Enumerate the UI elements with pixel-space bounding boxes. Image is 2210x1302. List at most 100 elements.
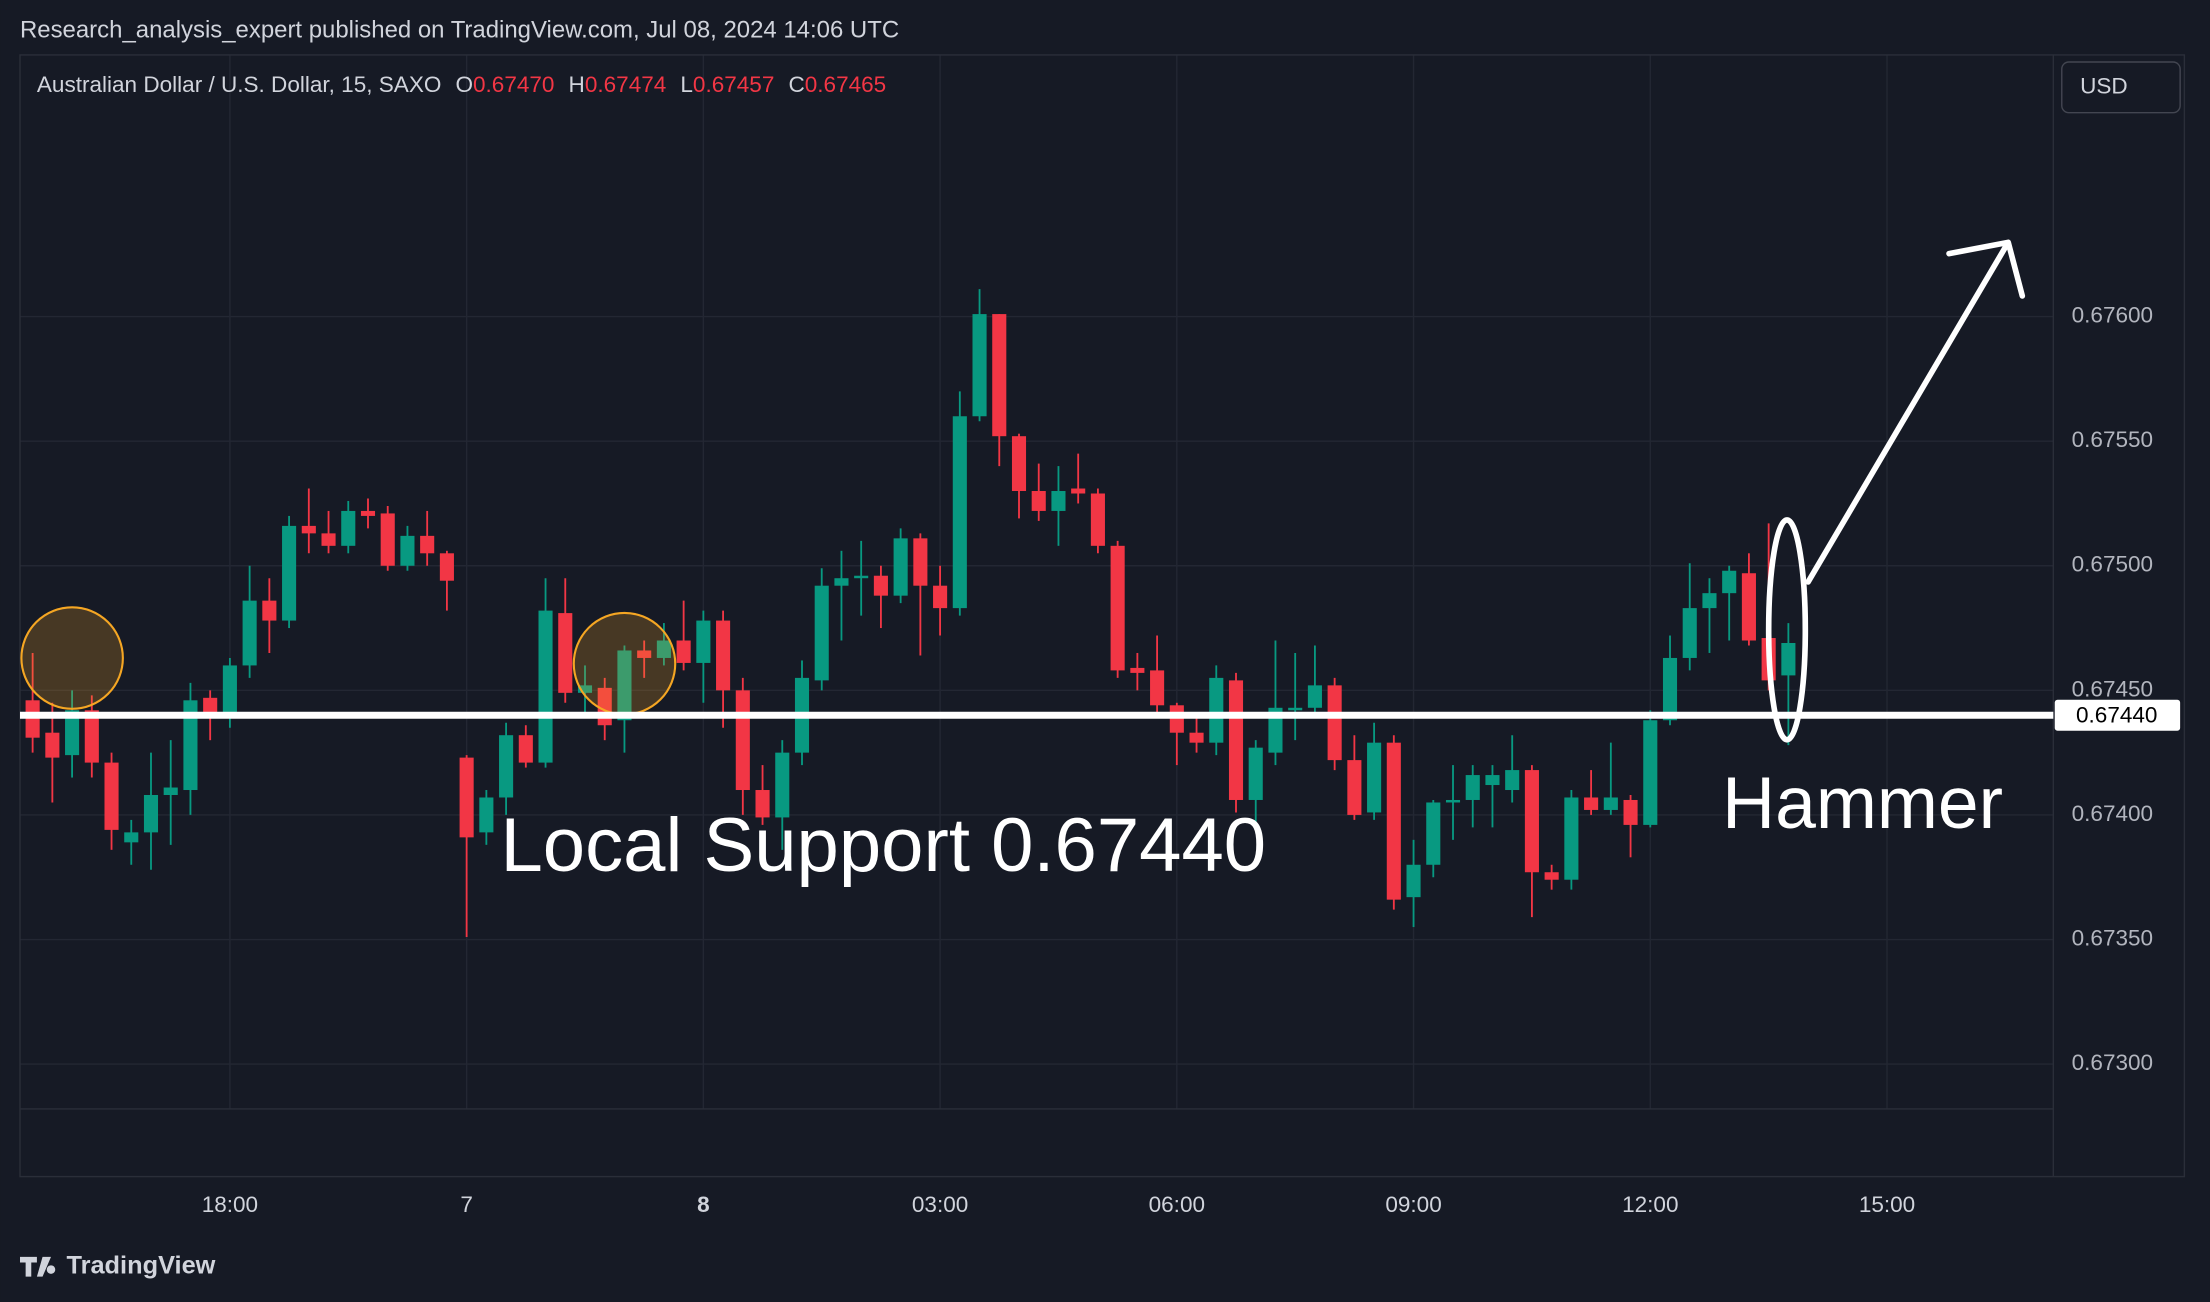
ohlc-label: C	[788, 72, 804, 97]
candle-body	[1623, 799, 1638, 825]
candle-body	[1386, 742, 1401, 900]
candle-body	[1071, 488, 1086, 494]
candle-body	[1248, 747, 1263, 800]
candle-body	[952, 416, 967, 609]
x-tick-label: 09:00	[1385, 1192, 1441, 1217]
candle-body	[518, 735, 533, 763]
y-tick-label: 0.67500	[2072, 552, 2153, 577]
ohlc-label: L	[680, 72, 693, 97]
candle-body	[25, 700, 40, 738]
candle-body	[1051, 491, 1066, 511]
candle-body	[84, 710, 99, 763]
candle-body	[163, 787, 178, 795]
candle-body	[301, 525, 316, 534]
candle-body	[242, 600, 257, 666]
y-tick-label: 0.67350	[2072, 925, 2153, 950]
candle-body	[1781, 643, 1796, 676]
grid-layer	[20, 54, 2054, 1109]
candle-body	[873, 575, 888, 596]
x-tick-label: 15:00	[1859, 1192, 1915, 1217]
candle-body	[1643, 720, 1658, 825]
ohlc-value: 0.67465	[805, 72, 886, 97]
candle-body	[972, 314, 987, 417]
candle-body	[1406, 864, 1421, 898]
candle-body	[577, 685, 593, 693]
candle-body	[1347, 760, 1362, 815]
candle-body	[439, 553, 454, 581]
candle-body	[617, 650, 632, 721]
highlight-circle	[572, 611, 677, 716]
candle-body	[124, 832, 139, 843]
currency-button[interactable]	[2061, 61, 2181, 114]
candle-body	[1189, 732, 1204, 743]
candle-body	[1150, 670, 1165, 706]
x-tick-label: 7	[460, 1192, 473, 1217]
annotation-text: Local Support 0.67440	[501, 803, 1267, 888]
candle-body	[400, 535, 415, 566]
candle-body	[1584, 797, 1599, 810]
candle-body	[104, 762, 119, 830]
candle-body	[676, 640, 691, 663]
candle-body	[1426, 802, 1441, 865]
candle-body	[834, 578, 849, 586]
candle-body	[1288, 707, 1303, 711]
candle-body	[65, 710, 80, 756]
candle-body	[1722, 570, 1737, 594]
candle-body	[913, 538, 928, 586]
up-arrow	[1805, 239, 2026, 585]
candle-body	[459, 757, 474, 838]
candle-body	[420, 535, 435, 554]
candle-body	[656, 640, 671, 658]
candle-body	[538, 610, 553, 763]
candle-body	[1662, 657, 1678, 721]
y-tick-label: 0.67550	[2072, 427, 2153, 452]
candle-body	[1031, 491, 1046, 511]
candle-body	[262, 600, 277, 621]
candle-body	[1564, 797, 1579, 880]
candle-body	[183, 700, 198, 791]
currency-label[interactable]: USD	[2080, 73, 2128, 98]
x-tick-label: 06:00	[1149, 1192, 1205, 1217]
candle-body	[1445, 799, 1461, 803]
candle-body	[1011, 436, 1027, 492]
candle-body	[775, 752, 790, 818]
ohlc-label: O	[455, 72, 473, 97]
candle-body	[1505, 770, 1520, 791]
candle-body	[203, 697, 218, 713]
candle-body	[637, 650, 652, 658]
candle-body	[992, 314, 1007, 437]
ohlc-value: 0.67457	[693, 72, 774, 97]
candle-body	[1209, 677, 1224, 743]
y-tick-label: 0.67400	[2072, 801, 2153, 826]
candle-body	[380, 513, 395, 566]
y-tick-label: 0.67600	[2072, 303, 2153, 328]
candle-body	[1307, 685, 1322, 708]
candle-body	[735, 690, 750, 791]
candle-body	[854, 575, 869, 579]
publish-header: Research_analysis_expert published on Tr…	[20, 16, 899, 43]
ohlc-value: 0.67474	[585, 72, 666, 97]
candle-body	[1702, 593, 1717, 609]
candle-body	[755, 790, 770, 818]
ohlc-label: H	[569, 72, 585, 97]
candle-body	[499, 735, 514, 798]
x-tick-label: 18:00	[202, 1192, 258, 1217]
x-tick-label: 8	[697, 1192, 710, 1217]
support-label: 0.67440	[2076, 703, 2157, 728]
chart-frame	[19, 54, 2186, 1178]
candle-body	[1169, 705, 1184, 733]
hammer-ellipse	[1765, 517, 1809, 743]
candle-body	[893, 538, 908, 596]
highlight-circle	[20, 606, 124, 710]
candle-body	[321, 533, 336, 546]
candle-body	[1544, 872, 1559, 880]
candle-body	[360, 510, 376, 516]
candle-body	[341, 510, 356, 546]
candle-body	[1465, 775, 1480, 800]
annotation-text: Hammer	[1722, 762, 2003, 844]
candles-layer	[25, 289, 1796, 938]
symbol-legend: Australian Dollar / U.S. Dollar, 15, SAX…	[37, 72, 886, 97]
candle-body	[1130, 667, 1145, 673]
